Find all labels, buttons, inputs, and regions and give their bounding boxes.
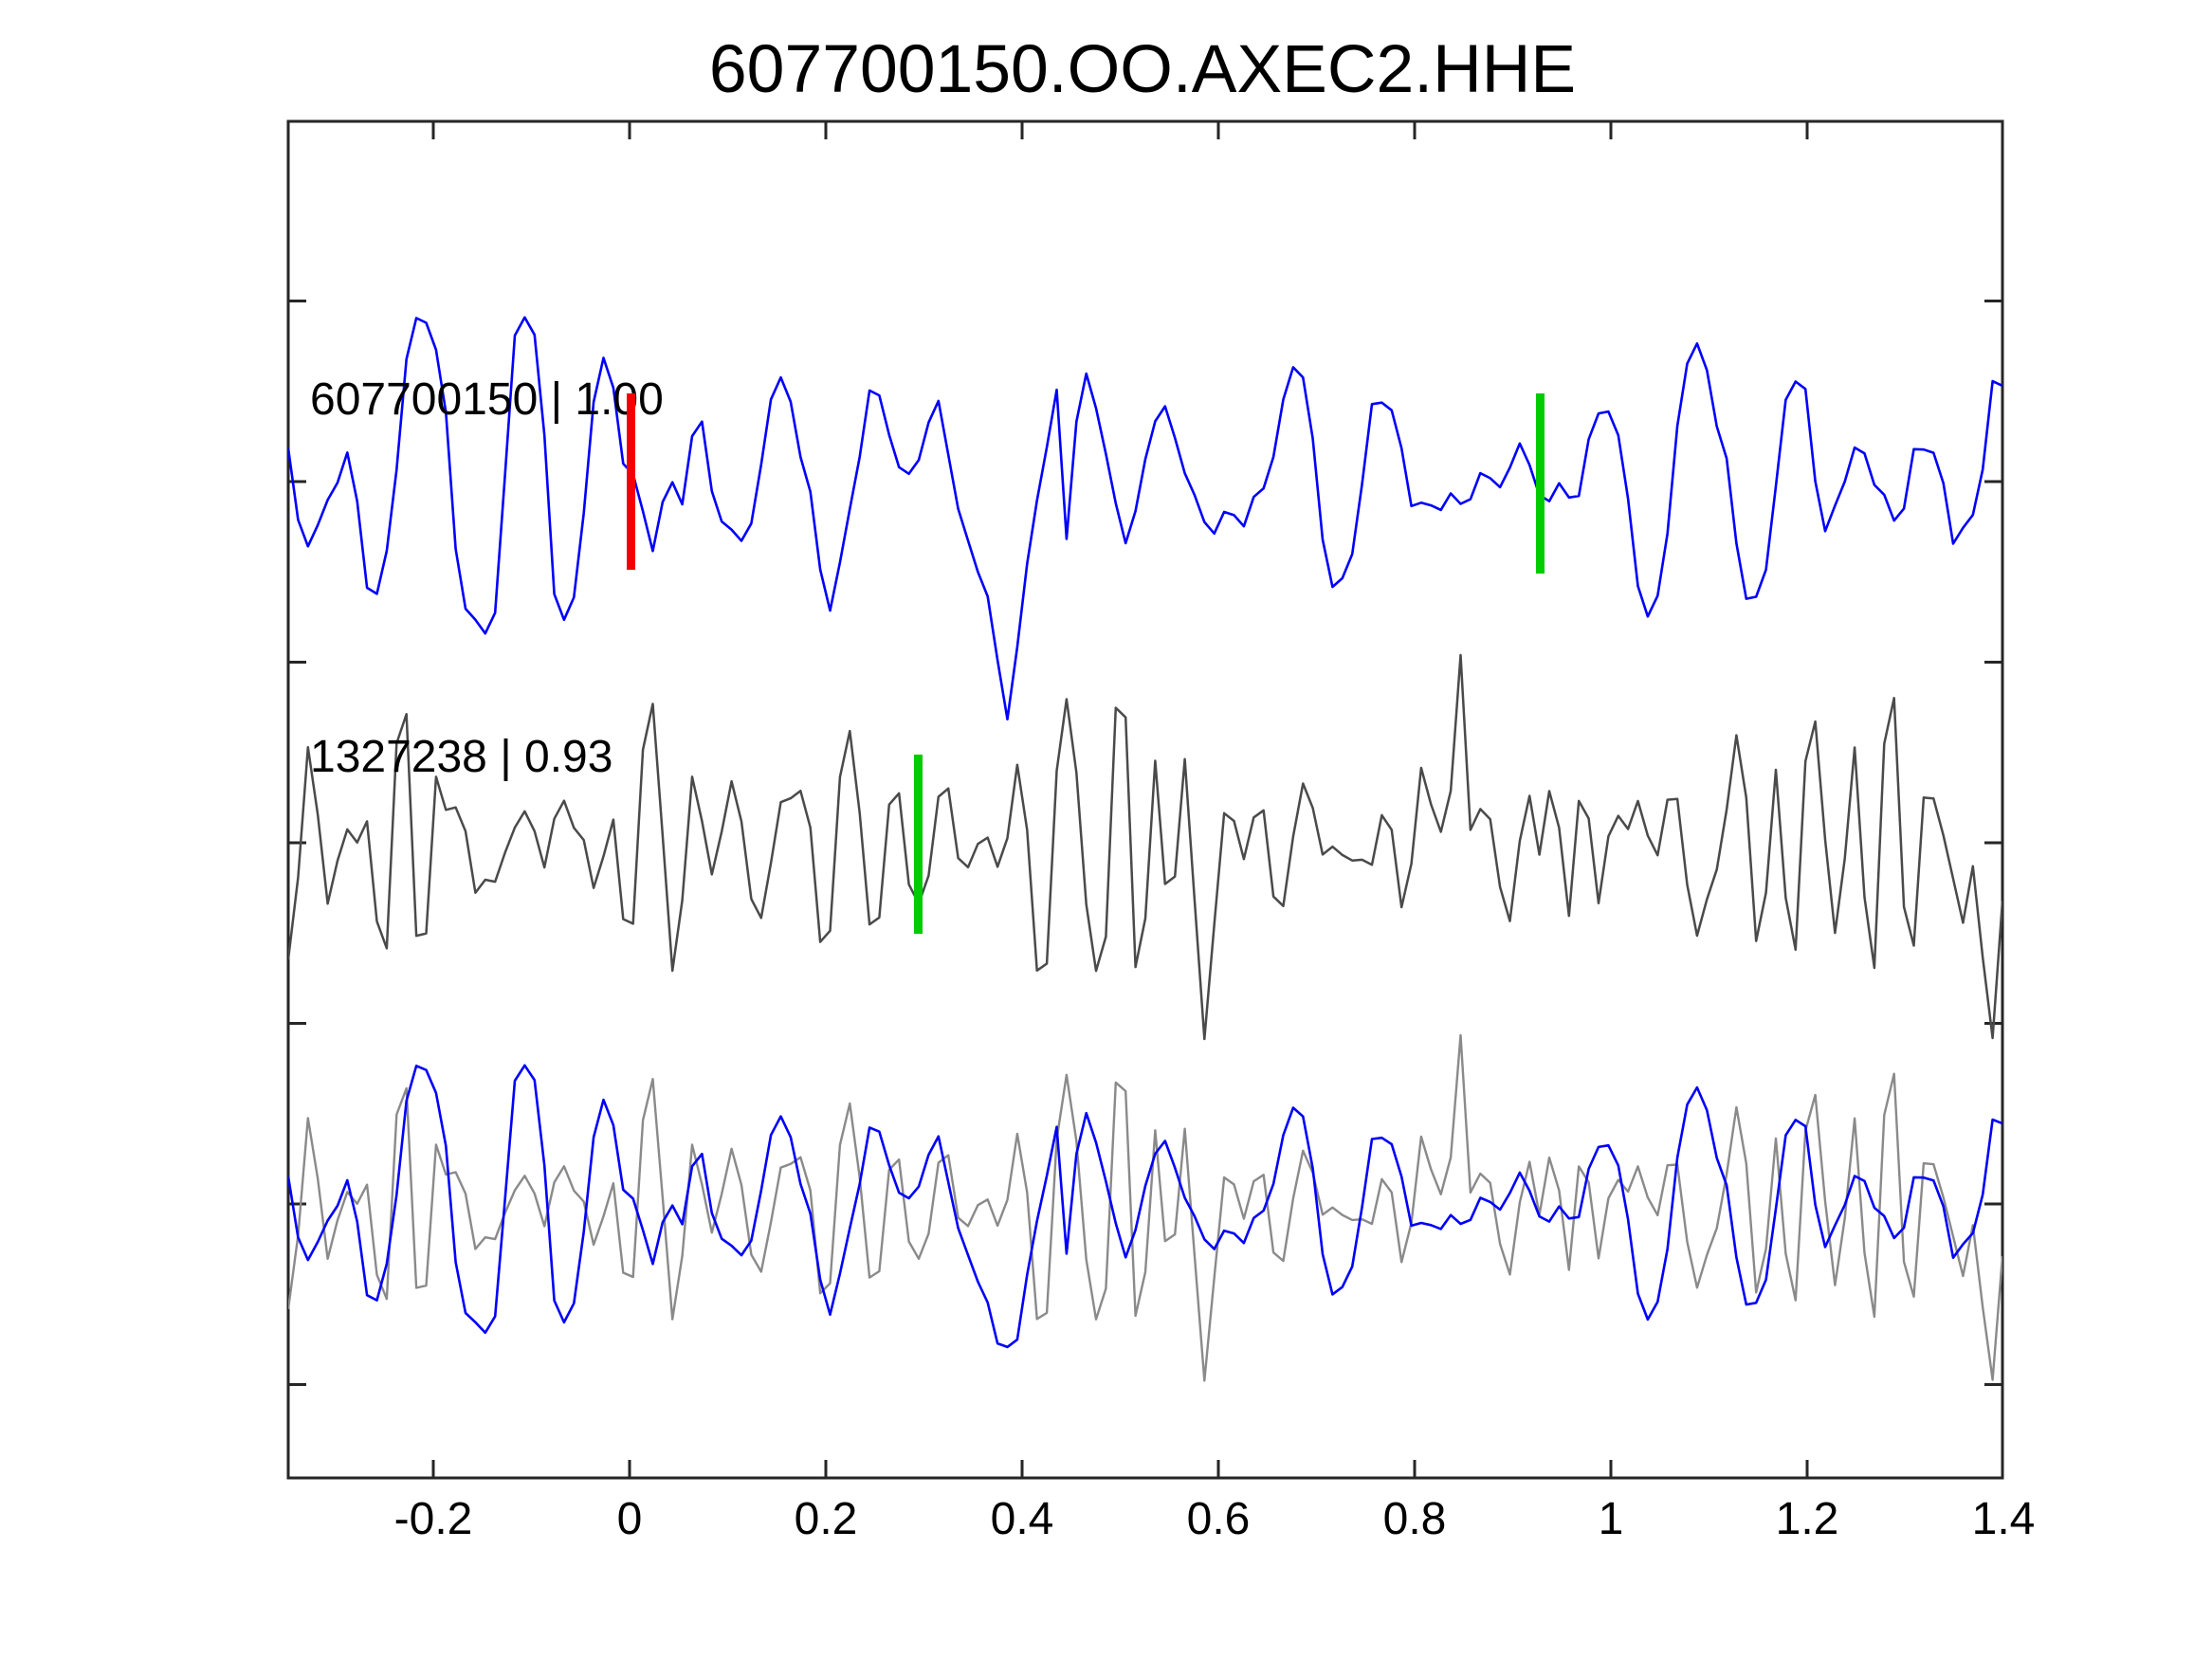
svg-text:0.6: 0.6 bbox=[1187, 1494, 1251, 1544]
svg-text:607700150 | 1.00: 607700150 | 1.00 bbox=[310, 374, 664, 425]
svg-text:0.2: 0.2 bbox=[795, 1494, 858, 1544]
svg-text:-0.2: -0.2 bbox=[394, 1494, 473, 1544]
svg-text:1.4: 1.4 bbox=[1972, 1494, 2036, 1544]
svg-text:1327238 | 0.93: 1327238 | 0.93 bbox=[310, 732, 612, 782]
svg-text:607700150.OO.AXEC2.HHE: 607700150.OO.AXEC2.HHE bbox=[709, 31, 1576, 107]
svg-text:0: 0 bbox=[617, 1494, 643, 1544]
svg-text:0.8: 0.8 bbox=[1383, 1494, 1447, 1544]
svg-text:1: 1 bbox=[1599, 1494, 1624, 1544]
svg-text:0.4: 0.4 bbox=[991, 1494, 1054, 1544]
svg-text:1.2: 1.2 bbox=[1776, 1494, 1839, 1544]
